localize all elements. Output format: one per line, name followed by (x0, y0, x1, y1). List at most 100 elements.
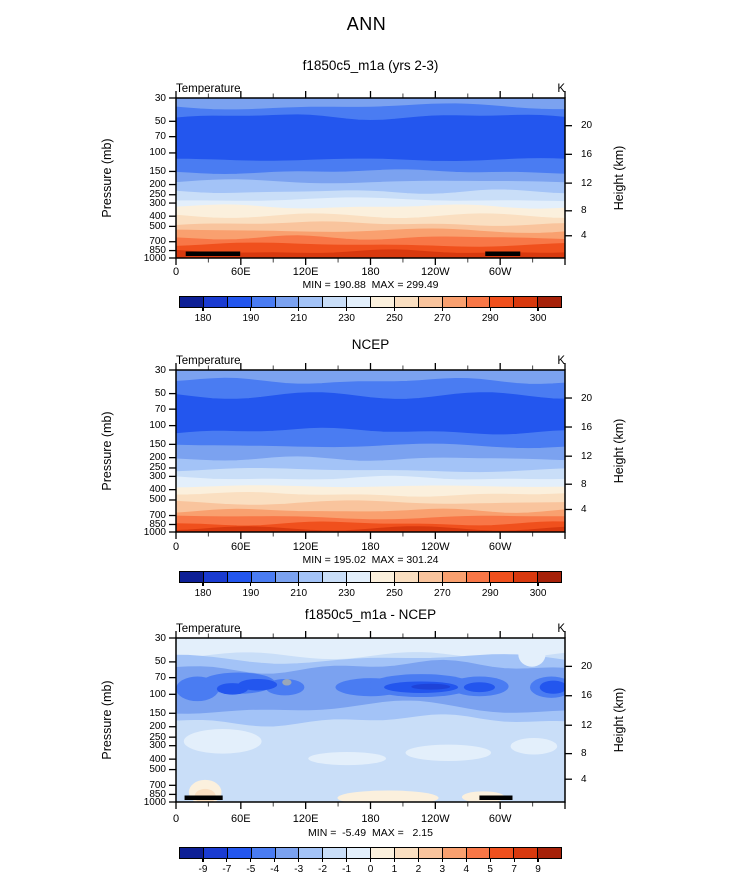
pressure-tick-700: 700 (149, 779, 166, 791)
lon-tick-60E: 60E (231, 813, 251, 825)
colorbar-tick (441, 859, 443, 862)
colorbar-tick (489, 308, 491, 311)
variable-label-diff: Temperature (176, 623, 241, 635)
colorbar-label-3: 3 (439, 864, 446, 875)
panel-title-obs: NCEP (351, 337, 390, 352)
colorbar-tick (393, 583, 396, 586)
colorbar-segment (393, 297, 418, 307)
colorbar-label--5: -5 (246, 864, 256, 875)
colorbar-label--4: -4 (270, 864, 280, 875)
colorbar-label--3: -3 (294, 864, 304, 875)
colorbar-label-180: 180 (194, 588, 212, 599)
variable-label-model: Temperature (176, 83, 241, 95)
colorbar-segment (537, 297, 561, 307)
colorbar-label-290: 290 (481, 588, 499, 599)
colorbar-segment (465, 572, 490, 582)
lon-tick-120W: 120W (420, 541, 450, 553)
variable-label-obs: Temperature (176, 355, 241, 367)
colorbar-tick (537, 308, 539, 311)
pressure-tick-150: 150 (149, 438, 166, 450)
pressure-tick-200: 200 (149, 179, 166, 191)
colorbar-tick (250, 583, 252, 586)
colorbar-segment (370, 297, 394, 307)
pressure-tick-50: 50 (154, 115, 166, 127)
height-tick-20: 20 (581, 660, 593, 672)
colorbar-tick (537, 859, 539, 862)
panel-title-diff: f1850c5_m1a - NCEP (304, 607, 437, 622)
colorbar-tick (369, 859, 372, 862)
lon-tick-180: 180 (361, 541, 380, 553)
colorbar-segment (370, 572, 394, 582)
lon-tick-0: 0 (172, 813, 180, 825)
topography-bar (185, 251, 241, 256)
colorbar-model (179, 296, 562, 308)
pressure-tick-250: 250 (149, 189, 166, 201)
colorbar-label--1: -1 (342, 864, 352, 875)
pressure-tick-400: 400 (149, 484, 166, 496)
colorbar-segment (513, 572, 538, 582)
pressure-tick-250: 250 (149, 462, 166, 474)
height-axis-title-model: Height (km) (612, 145, 626, 211)
lon-tick-60E: 60E (231, 266, 251, 278)
colorbar-label-7: 7 (511, 864, 517, 875)
colorbar-segment (465, 848, 490, 858)
lon-tick-60W: 60W (488, 541, 512, 553)
height-tick-16: 16 (581, 148, 593, 160)
colorbar-segment (489, 848, 514, 858)
units-label-obs: K (557, 355, 565, 367)
colorbar-label--2: -2 (318, 864, 328, 875)
colorbar-segment (180, 297, 203, 307)
pressure-tick-400: 400 (149, 210, 166, 222)
pressure-tick-700: 700 (149, 510, 166, 522)
pressure-tick-100: 100 (149, 420, 166, 432)
colorbar-segment (322, 297, 347, 307)
height-tick-12: 12 (581, 719, 593, 731)
pressure-tick-100: 100 (149, 147, 166, 159)
colorbar-segment (226, 848, 251, 858)
colorbar-label-250: 250 (386, 588, 403, 599)
lon-tick-120E: 120E (292, 266, 319, 278)
height-tick-4: 4 (581, 230, 587, 242)
colorbar-tick (345, 583, 348, 586)
colorbar-tick (226, 859, 228, 862)
colorbar-label-190: 190 (242, 588, 260, 599)
plot-border (175, 97, 566, 259)
colorbar-segment (202, 297, 227, 307)
lon-tick-120W: 120W (420, 266, 450, 278)
pressure-tick-1000: 1000 (143, 796, 166, 808)
pressure-tick-300: 300 (149, 470, 166, 482)
topography-bar (479, 795, 513, 800)
colorbar-segment (489, 572, 514, 582)
contour-plot-model (169, 91, 572, 265)
colorbar-segment (346, 848, 370, 858)
contour-plot-obs (169, 363, 572, 539)
pressure-tick-50: 50 (154, 656, 166, 668)
height-tick-12: 12 (581, 177, 593, 189)
colorbar-tick (441, 308, 443, 311)
colorbar-label-1: 1 (391, 864, 398, 875)
pressure-tick-850: 850 (149, 518, 166, 530)
height-tick-20: 20 (581, 392, 593, 404)
colorbar-diff (179, 847, 562, 859)
pressure-axis-title-model: Pressure (mb) (100, 138, 114, 218)
height-tick-8: 8 (581, 478, 587, 490)
units-label-model: K (557, 83, 565, 95)
contour-plot-diff (169, 631, 572, 809)
colorbar-label-180: 180 (194, 313, 212, 324)
colorbar-segment (180, 848, 203, 858)
lon-tick-0: 0 (172, 541, 180, 553)
colorbar-tick (298, 859, 300, 862)
pressure-tick-500: 500 (149, 494, 166, 506)
stats-model: MIN = 190.88 MAX = 299.49 (302, 279, 439, 291)
colorbar-label-300: 300 (529, 313, 547, 324)
panel-title-model: f1850c5_m1a (yrs 2-3) (302, 58, 439, 73)
plot-border (175, 637, 566, 803)
contour-field-obs (176, 370, 565, 532)
colorbar-segment (537, 572, 561, 582)
colorbar-segment (441, 572, 466, 582)
colorbar-tick (250, 859, 252, 862)
colorbar-segment (298, 297, 323, 307)
pressure-tick-30: 30 (154, 364, 166, 376)
colorbar-tick (345, 859, 348, 862)
